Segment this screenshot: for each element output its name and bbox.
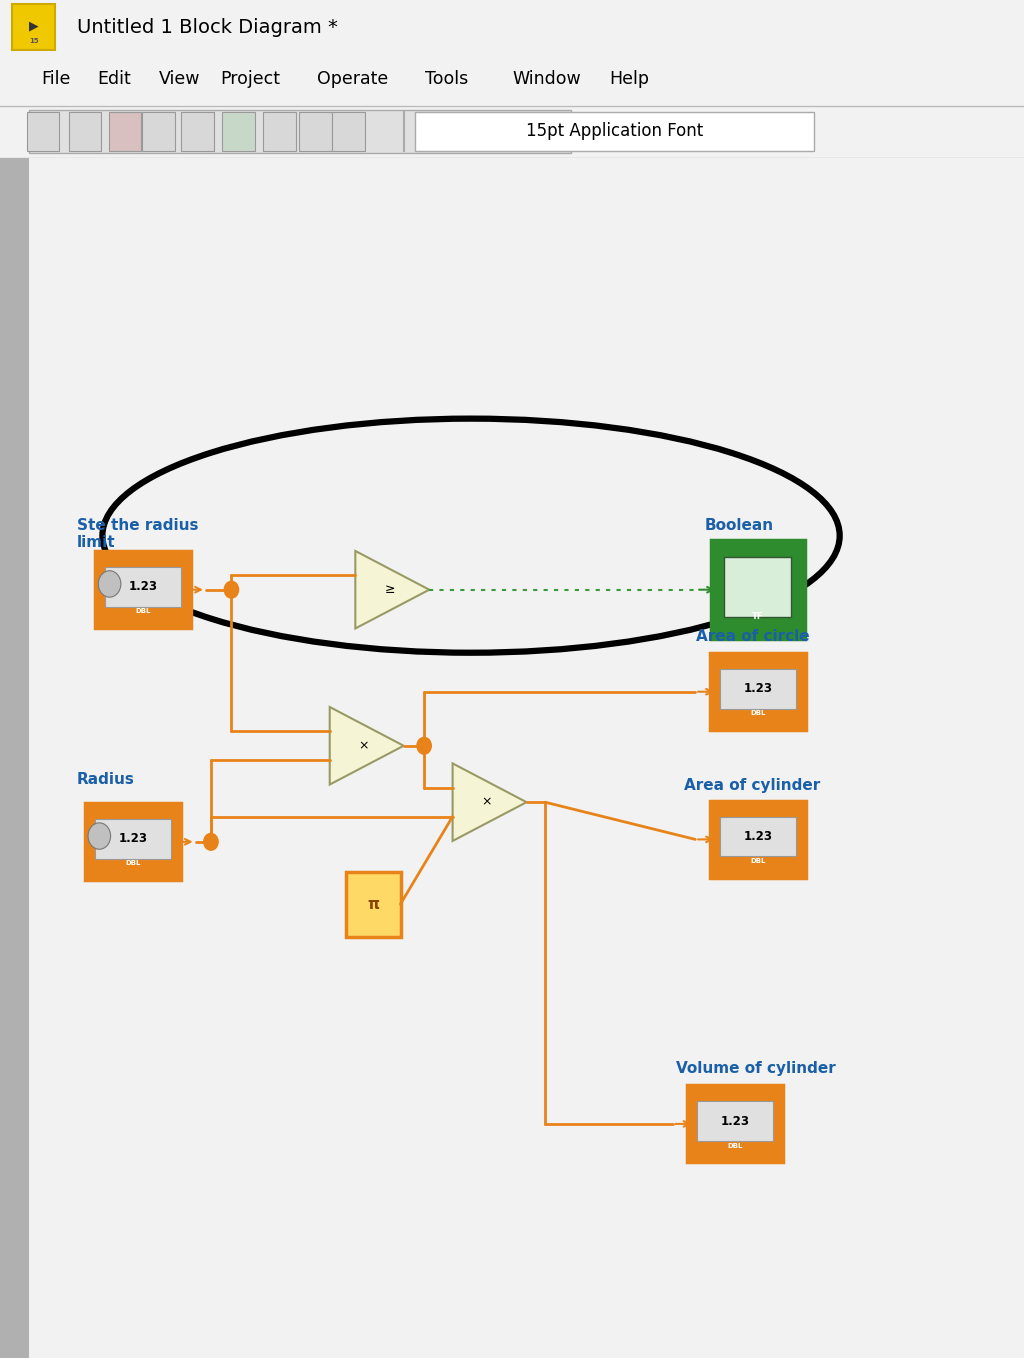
Text: Operate: Operate <box>317 71 389 88</box>
Text: ▶: ▶ <box>29 19 39 33</box>
FancyBboxPatch shape <box>720 816 796 857</box>
Circle shape <box>224 581 239 598</box>
Text: Edit: Edit <box>97 71 131 88</box>
Text: DBL: DBL <box>750 858 766 864</box>
Text: File: File <box>41 71 71 88</box>
Text: 1.23: 1.23 <box>119 832 147 846</box>
FancyBboxPatch shape <box>222 113 255 151</box>
Text: ≥: ≥ <box>384 583 395 596</box>
FancyBboxPatch shape <box>105 566 181 607</box>
Polygon shape <box>355 551 429 629</box>
FancyBboxPatch shape <box>95 551 191 629</box>
Circle shape <box>417 737 431 754</box>
FancyBboxPatch shape <box>720 669 796 709</box>
Text: View: View <box>159 71 201 88</box>
Text: Ste the radius
limit: Ste the radius limit <box>77 517 199 550</box>
FancyBboxPatch shape <box>263 113 296 151</box>
Circle shape <box>204 834 218 850</box>
FancyBboxPatch shape <box>95 819 171 858</box>
FancyBboxPatch shape <box>29 110 571 153</box>
FancyBboxPatch shape <box>711 540 805 638</box>
Text: 1.23: 1.23 <box>743 682 772 695</box>
Text: π: π <box>368 896 380 911</box>
Polygon shape <box>330 708 403 785</box>
Text: 1.23: 1.23 <box>743 830 772 843</box>
FancyBboxPatch shape <box>142 113 175 151</box>
FancyBboxPatch shape <box>0 158 29 1358</box>
Text: Project: Project <box>220 71 281 88</box>
FancyBboxPatch shape <box>687 1085 783 1162</box>
Polygon shape <box>453 763 526 841</box>
Text: TF: TF <box>752 612 764 622</box>
Text: Help: Help <box>609 71 649 88</box>
FancyBboxPatch shape <box>109 113 141 151</box>
Text: DBL: DBL <box>135 608 152 614</box>
Text: 15: 15 <box>29 38 39 43</box>
FancyBboxPatch shape <box>415 113 814 151</box>
Text: Area of circle: Area of circle <box>696 629 810 644</box>
FancyBboxPatch shape <box>710 801 806 877</box>
FancyBboxPatch shape <box>697 1101 773 1141</box>
Circle shape <box>88 823 111 849</box>
Text: Area of cylinder: Area of cylinder <box>684 778 820 793</box>
Text: 15pt Application Font: 15pt Application Font <box>525 122 703 140</box>
Circle shape <box>98 570 121 598</box>
Text: Untitled 1 Block Diagram *: Untitled 1 Block Diagram * <box>77 18 338 37</box>
Text: 1.23: 1.23 <box>129 580 158 593</box>
FancyBboxPatch shape <box>710 653 806 731</box>
FancyBboxPatch shape <box>181 113 214 151</box>
FancyBboxPatch shape <box>332 113 365 151</box>
FancyBboxPatch shape <box>69 113 101 151</box>
Text: Window: Window <box>512 71 581 88</box>
Text: 1.23: 1.23 <box>721 1115 750 1127</box>
Text: Tools: Tools <box>425 71 468 88</box>
FancyBboxPatch shape <box>299 113 332 151</box>
FancyBboxPatch shape <box>12 4 55 50</box>
Text: DBL: DBL <box>750 710 766 717</box>
Text: Boolean: Boolean <box>705 517 774 532</box>
FancyBboxPatch shape <box>346 872 401 937</box>
Text: DBL: DBL <box>125 861 141 866</box>
FancyBboxPatch shape <box>724 557 792 617</box>
FancyBboxPatch shape <box>85 804 181 880</box>
FancyBboxPatch shape <box>27 113 59 151</box>
Text: Volume of cylinder: Volume of cylinder <box>676 1062 836 1077</box>
Text: DBL: DBL <box>727 1142 743 1149</box>
Text: ×: × <box>481 796 493 808</box>
Text: Radius: Radius <box>77 773 135 788</box>
Text: ×: × <box>358 739 370 752</box>
